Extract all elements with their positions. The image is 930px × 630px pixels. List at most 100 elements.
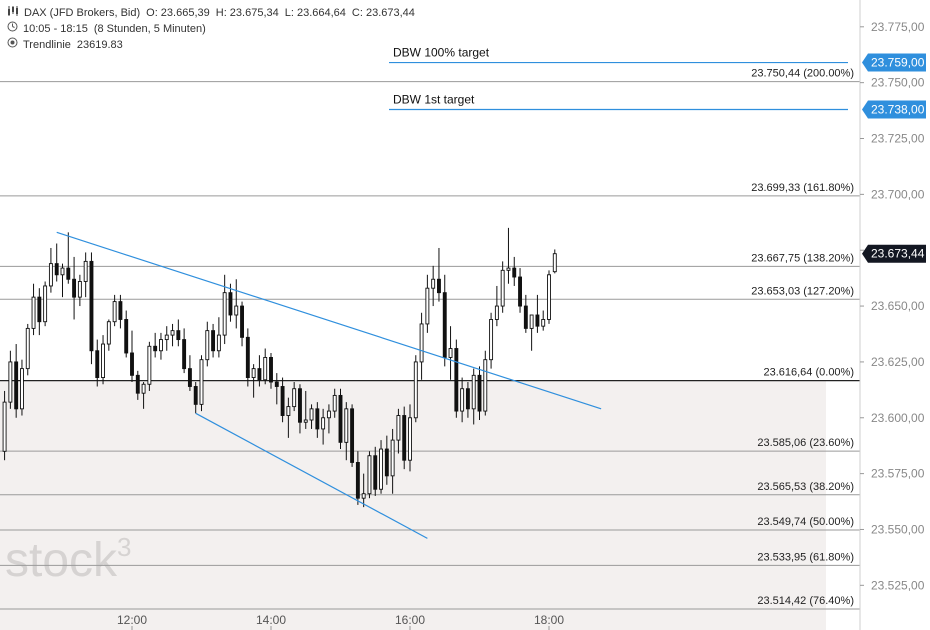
candle-body [43, 285, 48, 323]
candle-down [89, 252, 94, 365]
candle-up [141, 382, 146, 409]
candle-down [211, 323, 216, 358]
candle-body [494, 305, 499, 320]
candle-body [547, 274, 551, 320]
candle-up [170, 323, 175, 347]
instrument-name[interactable]: DAX (JFD Brokers, Bid) [24, 7, 141, 19]
candle-up [506, 227, 511, 284]
y-tick-label: 23.750,00 [871, 76, 925, 90]
candle-body [303, 419, 308, 423]
candle-body [350, 408, 355, 463]
candle-body [60, 267, 65, 276]
candle-body [489, 319, 494, 361]
time-range: 10:05 - 18:15 [23, 23, 88, 35]
target-label: DBW 100% target [393, 46, 490, 60]
fib-level-label: 23.549,74 (50.00%) [757, 516, 854, 528]
candle-body [176, 330, 181, 341]
candle-down [338, 388, 343, 450]
fib-level-label: 23.616,64 (0.00%) [763, 367, 854, 379]
target-badge-bg [862, 100, 926, 119]
candle-up [164, 326, 169, 351]
candle-up [425, 274, 430, 333]
candle-down [523, 294, 528, 333]
fib-level-label: 23.565,53 (38.20%) [757, 481, 854, 493]
fib-level-label: 23.585,06 (23.60%) [757, 437, 854, 449]
candle-body [89, 260, 94, 352]
candle-body [153, 345, 158, 352]
x-tick-label: 12:00 [117, 613, 147, 627]
candle-body [413, 361, 418, 419]
candle-up [471, 368, 476, 425]
time-range-row: 10:05 - 18:15 (8 Stunden, 5 Minuten) [6, 21, 421, 37]
current-price-badge: 23.673,44 [862, 244, 926, 263]
candle-up [292, 382, 297, 412]
candle-body [95, 350, 100, 379]
candle-up [147, 341, 152, 391]
candle-body [106, 321, 111, 345]
candle-up [60, 263, 65, 298]
shaded-zone [0, 380, 826, 630]
candle-body [37, 296, 42, 323]
candle-up [263, 348, 268, 385]
candle-up [199, 355, 204, 412]
candle-body [141, 383, 146, 394]
candle-down [454, 339, 459, 418]
target-badge-bg [862, 53, 926, 72]
ohlc-low: L: 23.664,64 [284, 7, 346, 19]
candle-up [494, 285, 499, 327]
candle-down [14, 344, 19, 418]
candle-body [512, 267, 517, 278]
candle-body [193, 386, 198, 405]
trendline-row[interactable]: Trendlinie 23619.83 [6, 37, 421, 53]
candle-up [489, 312, 494, 369]
candle-down [240, 301, 244, 347]
candle-up [367, 451, 372, 499]
candle-body [112, 301, 117, 323]
candle-up [8, 350, 13, 409]
x-tick-label: 16:00 [395, 613, 425, 627]
candle-down [153, 332, 158, 358]
candle-body [442, 292, 447, 358]
candle-body [321, 417, 326, 430]
y-tick-label: 23.550,00 [871, 522, 925, 536]
candle-body [118, 301, 123, 320]
x-tick-label: 18:00 [534, 613, 564, 627]
trendlines[interactable] [56, 231, 602, 539]
y-axis: 23.775,00 23.750,00 23.725,00 23.700,00 23.6… [859, 0, 925, 630]
candle-down [118, 294, 123, 329]
watermark: stock3 [5, 532, 132, 587]
candle-body [373, 455, 378, 490]
candle-body [48, 263, 53, 287]
candle-down [315, 402, 320, 438]
target-lines: DBW 100% target DBW 1st target [389, 46, 848, 111]
candle-body [25, 327, 30, 370]
candle-up [431, 265, 436, 307]
candle-down [245, 328, 250, 387]
y-tick-label: 23.525,00 [871, 578, 925, 592]
candle-body [344, 408, 349, 443]
candle-body [251, 368, 256, 379]
candle-down [535, 294, 540, 333]
candle-body [471, 374, 476, 410]
target-badge-text: 23.759,00 [871, 56, 925, 70]
y-tick-label: 23.725,00 [871, 132, 925, 146]
candle-down [228, 283, 233, 322]
candle-body [187, 368, 192, 387]
candle-body [396, 415, 401, 441]
candle-body [77, 281, 82, 298]
candle-body [205, 330, 210, 361]
candle-body [263, 356, 268, 381]
price-badges: 23.759,00 23.738,00 23.673,44 [862, 53, 926, 263]
candle-down [72, 256, 77, 320]
candle-down [512, 256, 517, 286]
candle-down [95, 339, 100, 387]
candle-down [350, 404, 355, 467]
candle-down [437, 247, 441, 302]
ohlc-open: O: 23.665,39 [146, 7, 210, 19]
candle-up [43, 281, 48, 327]
candle-body [292, 388, 297, 408]
candle-up [20, 359, 24, 416]
candle-body [101, 343, 105, 379]
candle-body [408, 417, 412, 461]
candle-body [465, 388, 470, 410]
